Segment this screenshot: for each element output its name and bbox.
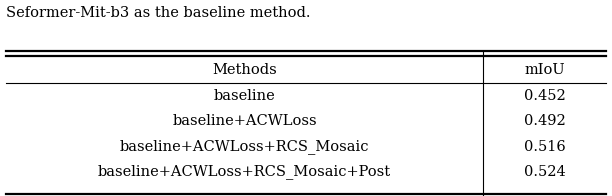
Text: 0.524: 0.524 [523, 165, 565, 179]
Text: Seformer-Mit-b3 as the baseline method.: Seformer-Mit-b3 as the baseline method. [6, 6, 311, 20]
Text: baseline: baseline [214, 89, 275, 103]
Text: 0.452: 0.452 [523, 89, 565, 103]
Text: baseline+ACWLoss+RCS_Mosaic+Post: baseline+ACWLoss+RCS_Mosaic+Post [98, 165, 391, 180]
Text: mIoU: mIoU [524, 63, 565, 77]
Text: baseline+ACWLoss: baseline+ACWLoss [172, 114, 317, 128]
Text: 0.492: 0.492 [523, 114, 565, 128]
Text: Methods: Methods [212, 63, 277, 77]
Text: 0.516: 0.516 [523, 140, 565, 153]
Text: baseline+ACWLoss+RCS_Mosaic: baseline+ACWLoss+RCS_Mosaic [120, 139, 369, 154]
